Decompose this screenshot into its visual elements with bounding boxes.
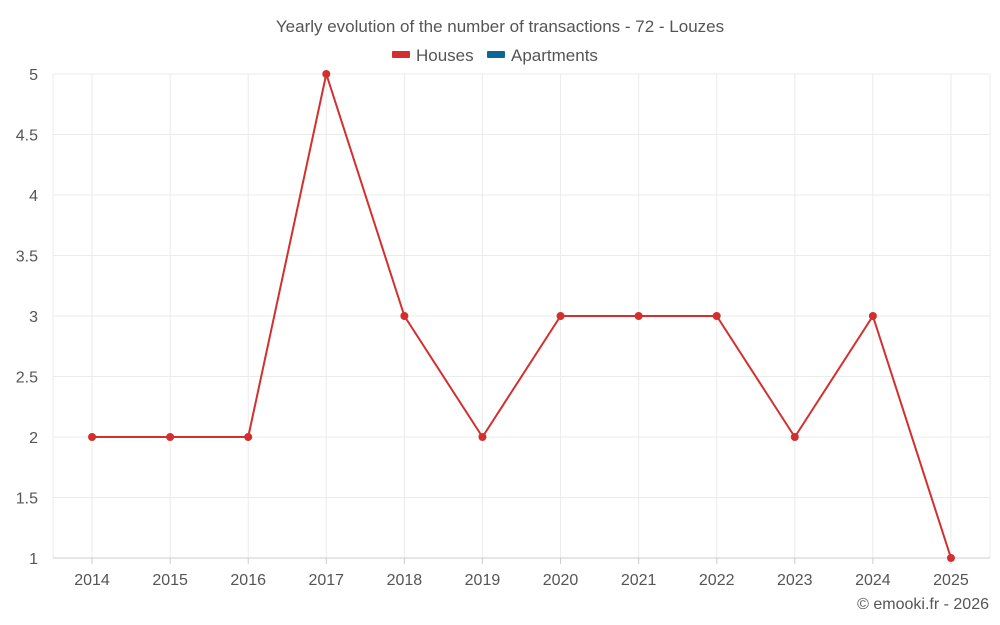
x-tick-label: 2022	[699, 572, 735, 589]
data-point-houses[interactable]	[712, 312, 721, 320]
data-point-houses[interactable]	[166, 433, 175, 441]
data-point-houses[interactable]	[790, 433, 799, 441]
legend-item-houses[interactable]: Houses	[392, 46, 474, 65]
data-point-houses[interactable]	[322, 70, 331, 78]
y-tick-label: 1.5	[16, 491, 38, 508]
legend-item-apartments[interactable]: Apartments	[487, 46, 598, 65]
legend-swatch-apartments	[487, 51, 505, 58]
legend-swatch-houses	[392, 51, 410, 58]
y-tick-label: 4	[29, 188, 38, 205]
y-tick-label: 3	[29, 309, 38, 326]
x-tick-label: 2018	[387, 572, 423, 589]
x-tick-label: 2014	[74, 572, 110, 589]
data-point-houses[interactable]	[634, 312, 643, 320]
x-tick-label: 2017	[308, 572, 344, 589]
y-tick-label: 4.5	[16, 128, 38, 145]
x-tick-label: 2019	[465, 572, 501, 589]
data-point-houses[interactable]	[556, 312, 565, 320]
series-line-houses	[92, 73, 952, 559]
y-tick-label: 2	[29, 430, 38, 447]
legend-label-houses: Houses	[416, 46, 474, 65]
axes: 1 1.5 2 2.5 3 3.5 4 4.5 5 2014 2015 2016 2017 2018 201…	[16, 67, 990, 589]
y-tick-label: 1	[29, 551, 38, 568]
x-tick-label: 2025	[933, 572, 969, 589]
series-layer	[88, 70, 955, 562]
x-tick-label: 2021	[621, 572, 657, 589]
data-point-houses[interactable]	[400, 312, 409, 320]
chart-title: Yearly evolution of the number of transa…	[276, 17, 724, 36]
grid	[52, 73, 991, 558]
x-tick-label: 2023	[777, 572, 813, 589]
x-tick-label: 2016	[230, 572, 266, 589]
y-tick-label: 2.5	[16, 370, 38, 387]
data-point-houses[interactable]	[946, 554, 955, 562]
data-point-houses[interactable]	[244, 433, 253, 441]
y-tick-label: 3.5	[16, 249, 38, 266]
data-point-houses[interactable]	[88, 433, 97, 441]
x-tick-label: 2015	[152, 572, 188, 589]
x-tick-label: 2024	[855, 572, 891, 589]
legend-label-apartments: Apartments	[511, 46, 598, 65]
credit-text: © emooki.fr - 2026	[857, 596, 989, 613]
legend: Houses Apartments	[392, 46, 598, 65]
data-point-houses[interactable]	[478, 433, 487, 441]
data-point-houses[interactable]	[868, 312, 877, 320]
y-tick-label: 5	[29, 67, 38, 84]
x-tick-label: 2020	[543, 572, 579, 589]
